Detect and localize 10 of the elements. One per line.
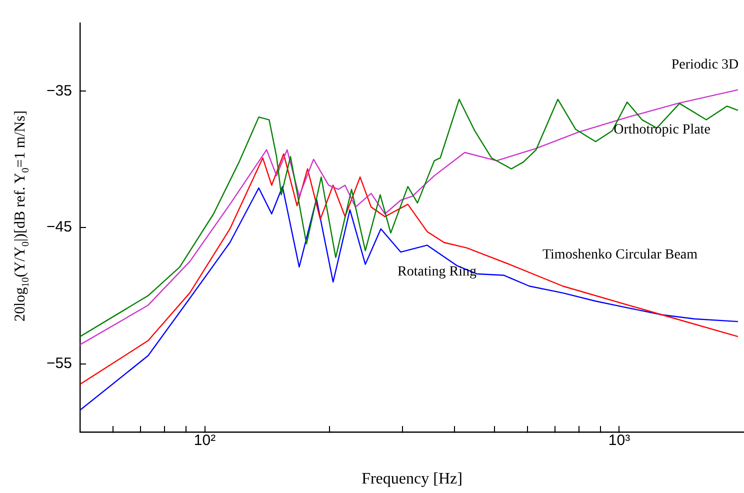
series-label: Rotating Ring	[398, 264, 476, 280]
x-tick-label: 10²	[194, 432, 216, 450]
series-label: Periodic 3D	[671, 58, 739, 73]
y-tick-label: −45	[46, 218, 72, 236]
x-tick-label: 10³	[608, 432, 630, 450]
series-label: Orthotropic Plate	[614, 122, 710, 138]
x-axis-title: Frequency [Hz]	[362, 470, 462, 488]
y-tick-label: −55	[46, 354, 72, 372]
series-label: Timoshenko Circular Beam	[542, 248, 698, 263]
y-tick-label: −35	[46, 82, 72, 100]
